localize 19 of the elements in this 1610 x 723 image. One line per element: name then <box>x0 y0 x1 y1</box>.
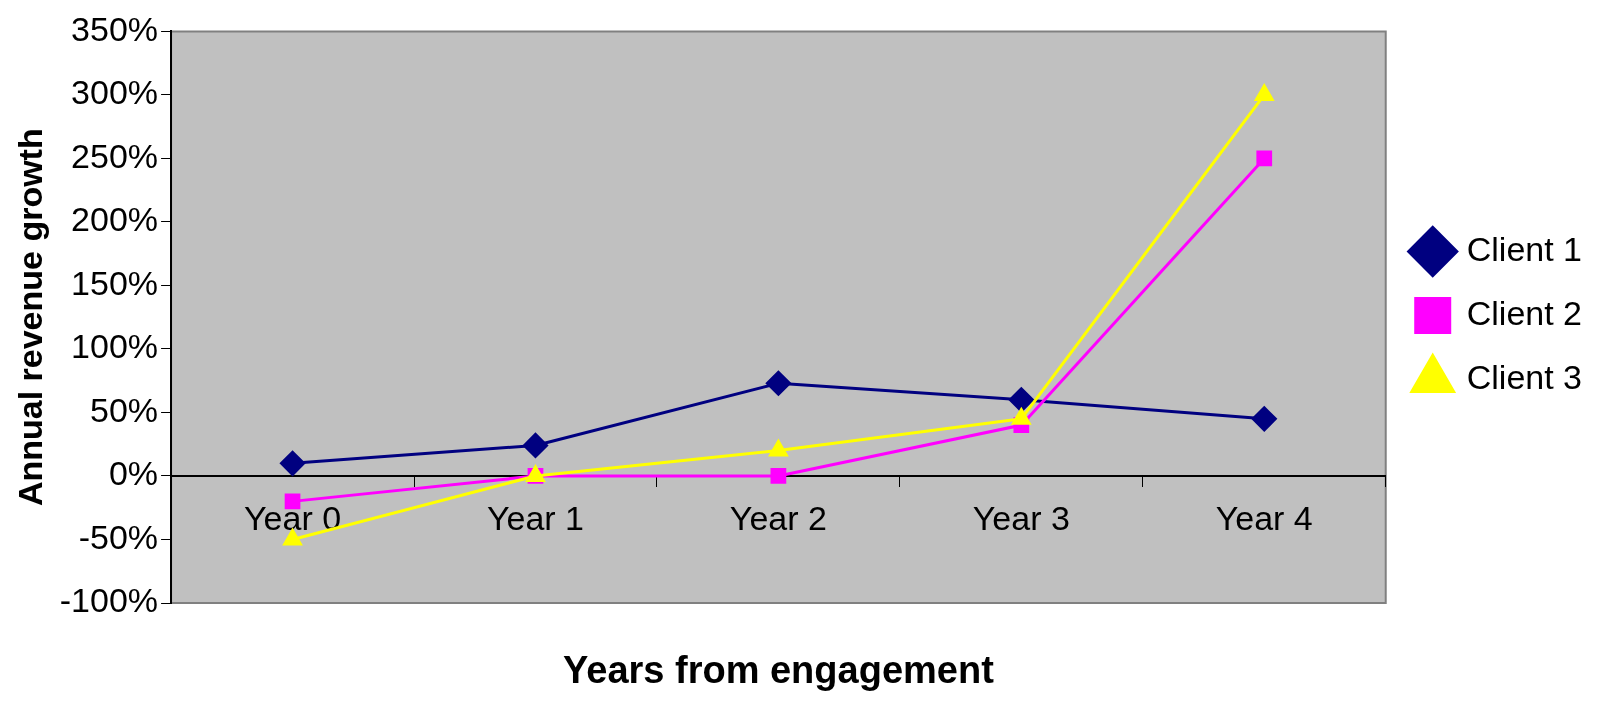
legend-label: Client 1 <box>1466 229 1582 268</box>
y-tick-label: 100% <box>71 327 159 366</box>
y-tick-label: 350% <box>71 9 159 48</box>
x-tick-label: Year 4 <box>1215 498 1313 537</box>
x-tick-label: Year 3 <box>972 498 1070 537</box>
y-tick-label: 300% <box>71 73 159 112</box>
y-tick-label: 50% <box>90 390 159 429</box>
y-axis-title: Annual revenue growth <box>10 128 49 507</box>
x-axis-title: Years from engagement <box>562 649 995 692</box>
legend-label: Client 3 <box>1466 357 1582 396</box>
y-tick-label: 200% <box>71 200 159 239</box>
y-tick-label: 250% <box>71 136 159 175</box>
y-tick-label: -100% <box>59 581 159 620</box>
x-tick-label: Year 1 <box>486 498 584 537</box>
legend-label: Client 2 <box>1466 293 1582 332</box>
y-tick-label: 0% <box>108 454 159 493</box>
y-tick-label: -50% <box>78 517 159 556</box>
x-tick-label: Year 2 <box>729 498 827 537</box>
y-tick-label: 150% <box>71 263 159 302</box>
